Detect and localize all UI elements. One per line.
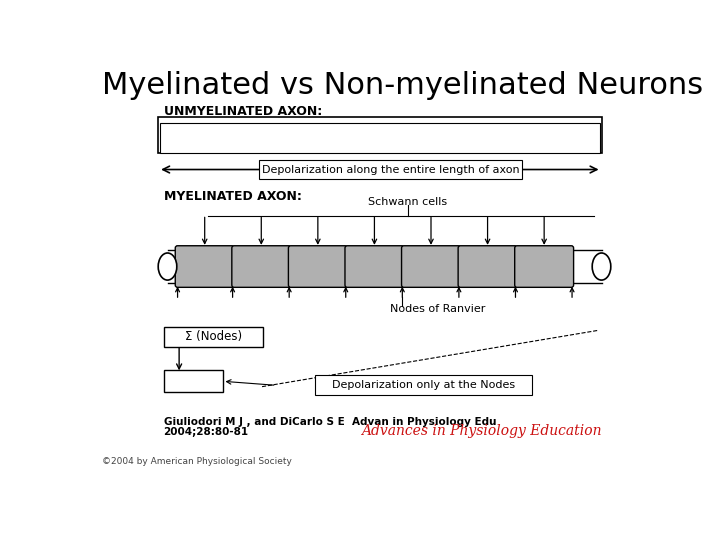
Bar [315, 375, 532, 395]
Text: Depolarization along the entire length of axon: Depolarization along the entire length o… [262, 165, 520, 174]
FancyBboxPatch shape [289, 246, 347, 287]
FancyBboxPatch shape [345, 246, 404, 287]
Text: UNMYELINATED AXON:: UNMYELINATED AXON: [163, 105, 322, 118]
FancyBboxPatch shape [515, 246, 574, 287]
Text: MYELINATED AXON:: MYELINATED AXON: [163, 190, 302, 203]
Text: Schwann cells: Schwann cells [368, 197, 447, 207]
FancyBboxPatch shape [458, 246, 517, 287]
Text: 2004;28:80-81: 2004;28:80-81 [163, 427, 248, 437]
Text: Σ (Nodes): Σ (Nodes) [184, 330, 242, 343]
Bar [158, 117, 601, 153]
Text: Nodes of Ranvier: Nodes of Ranvier [390, 303, 485, 314]
FancyBboxPatch shape [175, 246, 234, 287]
Bar [164, 370, 222, 392]
FancyBboxPatch shape [402, 246, 461, 287]
Ellipse shape [158, 253, 177, 280]
Text: Depolarization only at the Nodes: Depolarization only at the Nodes [332, 380, 515, 390]
Bar [163, 327, 263, 347]
Ellipse shape [593, 253, 611, 280]
Text: Giuliodori M J , and DiCarlo S E  Advan in Physiology Edu: Giuliodori M J , and DiCarlo S E Advan i… [163, 417, 496, 428]
Text: ©2004 by American Physiological Society: ©2004 by American Physiological Society [102, 457, 292, 467]
Text: Myelinated vs Non-myelinated Neurons: Myelinated vs Non-myelinated Neurons [102, 71, 703, 100]
Bar [160, 123, 600, 153]
Text: Advances in Physiology Education: Advances in Physiology Education [361, 423, 601, 437]
FancyBboxPatch shape [232, 246, 291, 287]
Bar [259, 160, 523, 179]
